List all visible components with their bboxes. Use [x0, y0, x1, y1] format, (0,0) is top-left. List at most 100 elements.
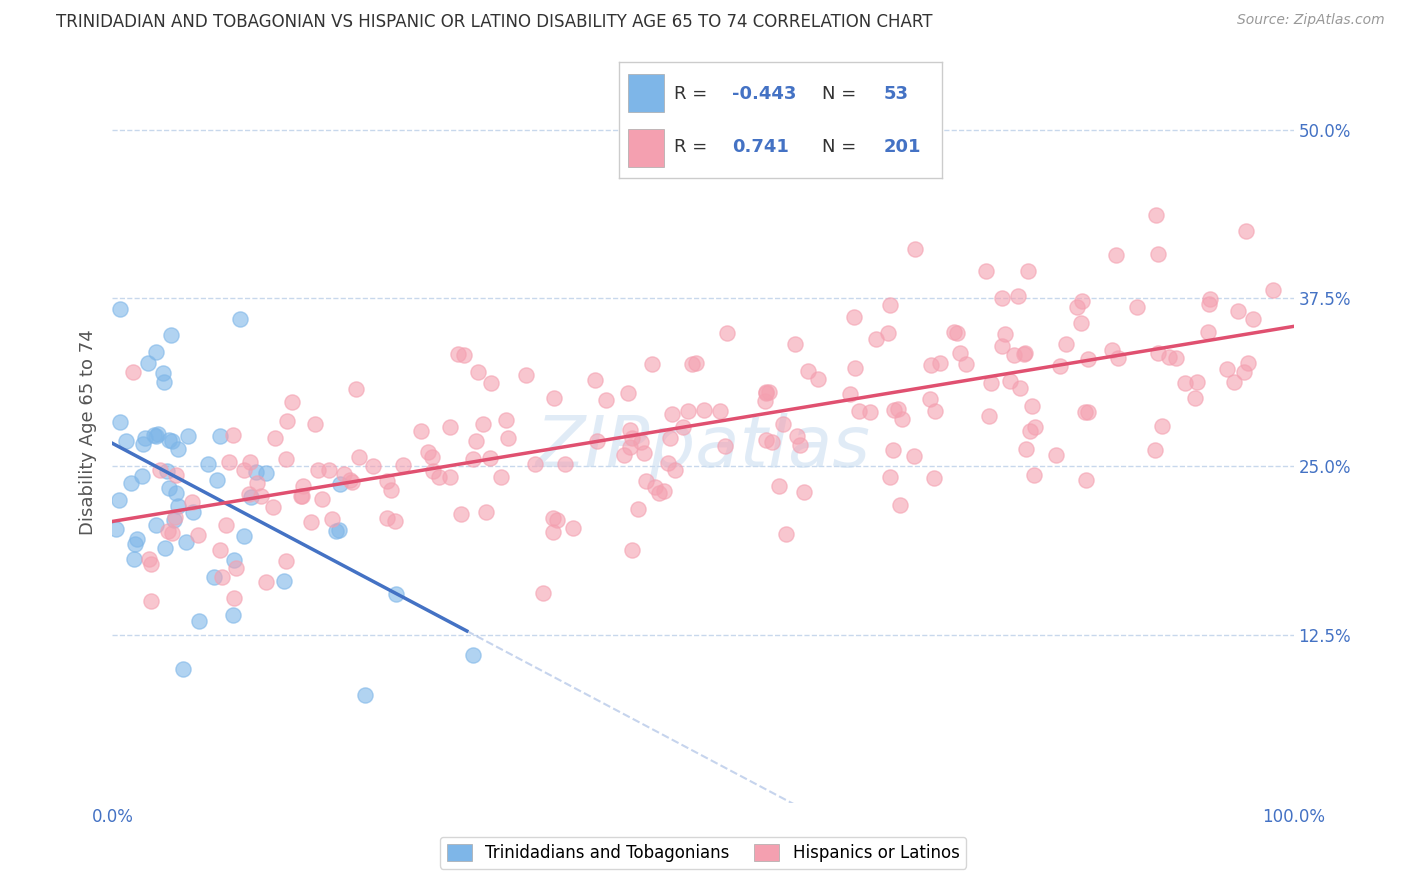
Point: [202, 570, 225, 584]
Point: [222, 427, 245, 442]
Point: [1198, 292, 1220, 306]
Point: [218, 455, 240, 469]
Point: [375, 511, 398, 525]
Point: [465, 434, 488, 448]
Point: [180, 494, 202, 508]
Point: [998, 375, 1021, 389]
Point: [163, 513, 186, 527]
Point: [943, 325, 966, 339]
Point: [1049, 359, 1071, 373]
Point: [159, 433, 181, 447]
Text: N =: N =: [823, 85, 856, 103]
Point: [844, 360, 866, 375]
Point: [328, 523, 350, 537]
Point: [439, 469, 461, 483]
Point: [1019, 424, 1042, 438]
Point: [554, 457, 576, 471]
Point: [291, 479, 314, 493]
Point: [479, 376, 502, 391]
Point: [238, 486, 260, 500]
Point: [786, 429, 808, 443]
Point: [903, 449, 925, 463]
Point: [472, 417, 495, 431]
Point: [409, 424, 432, 438]
Point: [641, 357, 664, 371]
Point: [239, 490, 262, 504]
Point: [1164, 351, 1187, 366]
Text: N =: N =: [823, 138, 856, 156]
Point: [105, 522, 128, 536]
Point: [121, 365, 143, 379]
Point: [450, 507, 472, 521]
Point: [461, 648, 484, 662]
Point: [1243, 312, 1265, 326]
Point: [929, 356, 952, 370]
Point: [384, 514, 406, 528]
Point: [1071, 293, 1094, 308]
Point: [160, 434, 183, 449]
Point: [1144, 443, 1167, 458]
Point: [290, 489, 312, 503]
Point: [754, 393, 776, 408]
Point: [291, 489, 314, 503]
Point: [1147, 247, 1170, 261]
Point: [561, 521, 583, 535]
Point: [254, 466, 277, 480]
Point: [478, 451, 501, 466]
Point: [329, 477, 352, 491]
Point: [233, 462, 256, 476]
Point: [108, 415, 131, 429]
Point: [1185, 375, 1208, 389]
Point: [416, 444, 439, 458]
Text: R =: R =: [673, 138, 707, 156]
Point: [991, 339, 1014, 353]
Point: [420, 450, 443, 464]
Point: [1101, 343, 1123, 357]
Point: [131, 468, 153, 483]
Point: [108, 493, 131, 508]
Point: [946, 326, 969, 341]
Point: [108, 301, 131, 316]
Point: [1216, 362, 1239, 376]
Point: [1022, 468, 1045, 483]
Point: [949, 346, 972, 360]
Point: [273, 574, 295, 588]
Point: [221, 607, 243, 622]
Point: [209, 543, 232, 558]
Point: [1002, 348, 1025, 362]
Point: [1234, 225, 1257, 239]
Point: [761, 435, 783, 450]
Y-axis label: Disability Age 65 to 74: Disability Age 65 to 74: [79, 330, 97, 535]
Point: [167, 500, 190, 514]
Point: [797, 364, 820, 378]
Point: [120, 475, 142, 490]
Point: [648, 486, 671, 500]
Point: [167, 442, 190, 457]
Point: [543, 391, 565, 405]
Point: [222, 553, 245, 567]
Point: [676, 404, 699, 418]
Point: [1017, 264, 1039, 278]
Point: [1070, 317, 1092, 331]
Point: [955, 357, 977, 371]
Point: [422, 463, 444, 477]
Text: R =: R =: [673, 85, 707, 103]
Point: [1105, 247, 1128, 261]
Point: [583, 373, 606, 387]
Point: [439, 420, 461, 434]
Point: [839, 387, 862, 401]
Point: [621, 542, 644, 557]
Point: [176, 429, 198, 443]
FancyBboxPatch shape: [628, 74, 664, 112]
Point: [842, 310, 865, 325]
Point: [138, 551, 160, 566]
Point: [127, 532, 149, 546]
Point: [619, 440, 641, 454]
Point: [208, 429, 231, 443]
Point: [1222, 376, 1244, 390]
Text: Source: ZipAtlas.com: Source: ZipAtlas.com: [1237, 13, 1385, 28]
Point: [889, 498, 911, 512]
Point: [495, 413, 517, 427]
Point: [595, 393, 617, 408]
Point: [122, 552, 145, 566]
